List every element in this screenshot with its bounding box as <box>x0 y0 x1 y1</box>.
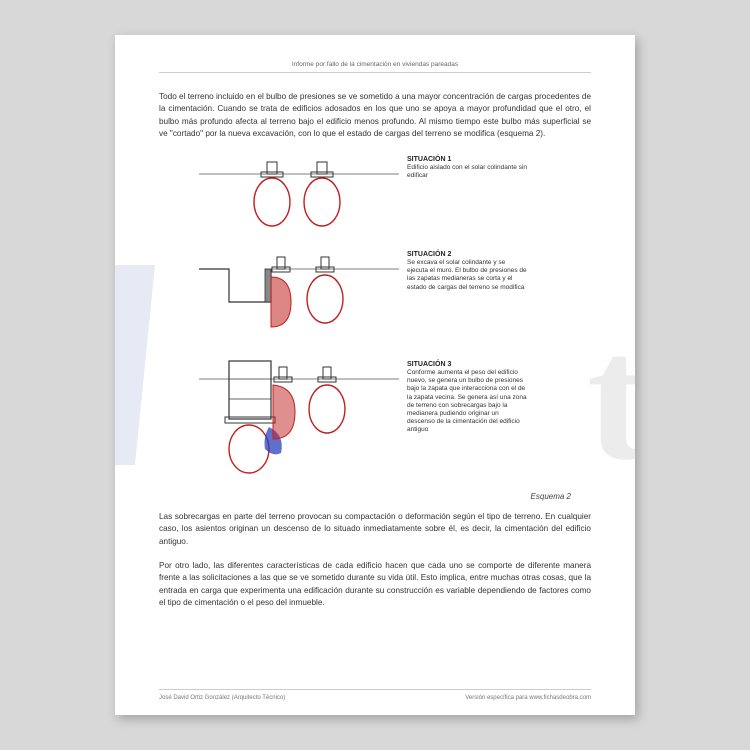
diagram-row-1: SITUACIÓN 1 Edificio aislado con el sola… <box>199 152 591 237</box>
diagram-caption-1: SITUACIÓN 1 Edificio aislado con el sola… <box>399 152 591 180</box>
footer-right: Versión específica para www.fichasdeobra… <box>465 695 591 701</box>
footer-left: José David Ortiz González (Arquitecto Té… <box>159 695 285 701</box>
situation-3-body: Conforme aumenta el peso del edificio nu… <box>407 369 527 434</box>
diagram-row-3: SITUACIÓN 3 Conforme aumenta el peso del… <box>199 357 591 482</box>
situation-2-title: SITUACIÓN 2 <box>407 251 591 258</box>
situation-3-title: SITUACIÓN 3 <box>407 361 591 368</box>
diagram-row-2: SITUACIÓN 2 Se excava el solar colindant… <box>199 247 591 347</box>
situation-1-title: SITUACIÓN 1 <box>407 156 591 163</box>
situation-1-body: Edificio aislado con el solar colindante… <box>407 164 527 180</box>
diagram-caption-3: SITUACIÓN 3 Conforme aumenta el peso del… <box>399 357 591 434</box>
diagrams-block: SITUACIÓN 1 Edificio aislado con el sola… <box>199 152 591 482</box>
watermark-left <box>115 265 175 465</box>
esquema-label: Esquema 2 <box>159 492 571 501</box>
document-footer: José David Ortiz González (Arquitecto Té… <box>159 689 591 701</box>
document-page: t Informe por fallo de la cimentación en… <box>115 35 635 715</box>
paragraph-3: Por otro lado, las diferentes caracterís… <box>159 560 591 609</box>
paragraph-2: Las sobrecargas en parte del terreno pro… <box>159 511 591 548</box>
watermark-t: t <box>587 335 635 461</box>
paragraph-1: Todo el terreno incluido en el bulbo de … <box>159 91 591 140</box>
diagram-svg-2 <box>199 247 399 347</box>
diagram-caption-2: SITUACIÓN 2 Se excava el solar colindant… <box>399 247 591 292</box>
header-title: Informe por fallo de la cimentación en v… <box>292 61 458 68</box>
diagram-svg-1 <box>199 152 399 237</box>
situation-2-body: Se excava el solar colindante y se ejecu… <box>407 259 527 292</box>
document-header: Informe por fallo de la cimentación en v… <box>159 61 591 73</box>
diagram-svg-3 <box>199 357 399 482</box>
